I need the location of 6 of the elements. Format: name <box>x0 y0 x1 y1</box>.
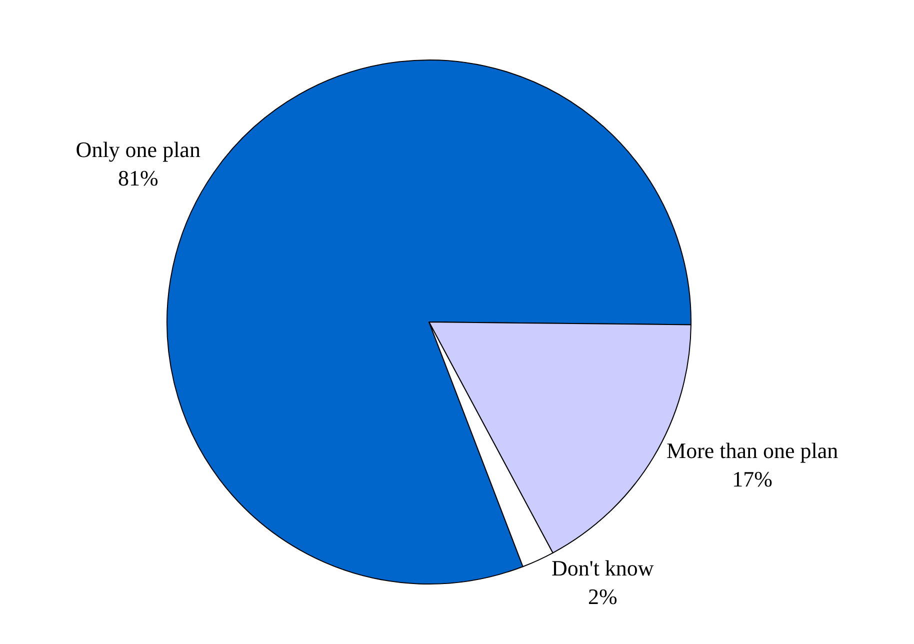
data-label: 2% <box>588 584 618 610</box>
data-label: 81% <box>118 166 158 191</box>
data-label: 17% <box>732 466 773 492</box>
slice-label: More than one plan <box>666 438 838 464</box>
slice-label: Only one plan <box>76 136 200 162</box>
slice-label: Don't know <box>551 556 654 581</box>
